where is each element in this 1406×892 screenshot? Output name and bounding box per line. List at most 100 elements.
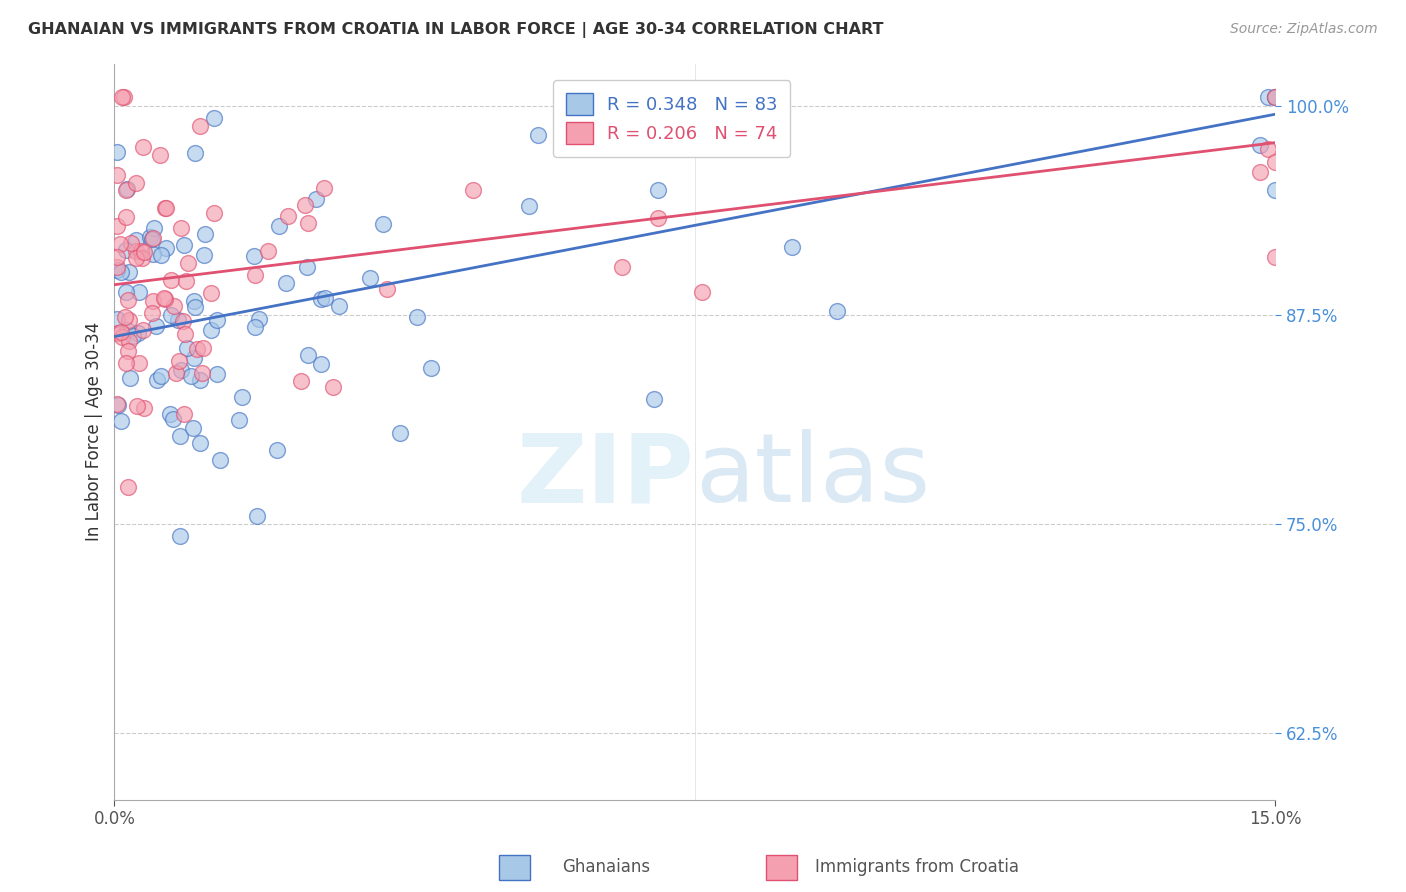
Point	[145, 318, 167, 333]
Point	[125, 176, 148, 190]
Point	[170, 220, 193, 235]
Point	[181, 421, 204, 435]
Point	[114, 310, 136, 325]
Point	[173, 407, 195, 421]
Point	[183, 293, 205, 308]
Point	[160, 273, 183, 287]
Point	[169, 429, 191, 443]
Point	[177, 256, 200, 270]
Point	[612, 260, 634, 274]
Point	[205, 367, 228, 381]
Point	[142, 231, 165, 245]
Point	[246, 509, 269, 524]
Point	[647, 211, 669, 225]
Point	[128, 356, 150, 370]
Point	[118, 371, 141, 385]
Point	[188, 119, 211, 133]
Point	[172, 313, 194, 327]
Point	[155, 201, 177, 215]
Point	[149, 147, 172, 161]
Point	[257, 244, 280, 258]
Text: Source: ZipAtlas.com: Source: ZipAtlas.com	[1230, 22, 1378, 37]
Point	[150, 369, 173, 384]
Point	[117, 265, 139, 279]
Point	[110, 414, 132, 428]
Point	[200, 323, 222, 337]
Text: atlas: atlas	[695, 429, 929, 523]
Point	[167, 312, 190, 326]
Point	[105, 219, 128, 233]
Point	[690, 285, 713, 299]
Point	[142, 247, 165, 261]
Point	[105, 260, 128, 274]
Point	[245, 320, 267, 334]
Point	[388, 426, 411, 441]
Point	[125, 233, 148, 247]
Point	[193, 248, 215, 262]
Point	[277, 209, 299, 223]
Point	[125, 244, 148, 258]
Point	[643, 392, 665, 406]
Point	[129, 244, 152, 258]
Point	[183, 351, 205, 366]
Point	[114, 90, 136, 104]
Point	[576, 90, 599, 104]
Point	[184, 146, 207, 161]
Point	[125, 251, 148, 265]
Point	[243, 268, 266, 282]
Point	[115, 356, 138, 370]
Point	[322, 379, 344, 393]
Point	[371, 217, 394, 231]
Point	[146, 373, 169, 387]
Point	[202, 206, 225, 220]
Point	[165, 366, 187, 380]
Point	[155, 241, 177, 255]
Point	[314, 181, 336, 195]
Text: Ghanaians: Ghanaians	[562, 858, 651, 876]
Point	[207, 313, 229, 327]
Point	[141, 306, 163, 320]
Point	[314, 291, 336, 305]
Point	[142, 221, 165, 235]
Point	[311, 357, 333, 371]
Point	[297, 348, 319, 362]
Point	[115, 183, 138, 197]
Point	[405, 310, 427, 324]
Point	[174, 326, 197, 341]
Point	[517, 199, 540, 213]
Point	[117, 293, 139, 307]
Point	[744, 116, 766, 130]
Point	[107, 326, 129, 341]
Point	[115, 322, 138, 336]
Point	[162, 412, 184, 426]
Point	[110, 265, 132, 279]
Point	[247, 312, 270, 326]
Point	[190, 366, 212, 380]
Point	[305, 192, 328, 206]
Point	[526, 128, 548, 143]
Point	[328, 299, 350, 313]
Point	[107, 398, 129, 412]
Point	[243, 249, 266, 263]
Point	[463, 183, 485, 197]
Point	[115, 244, 138, 258]
Point	[105, 168, 128, 182]
Point	[110, 326, 132, 340]
Point	[825, 303, 848, 318]
Point	[290, 374, 312, 388]
Point	[153, 292, 176, 306]
Point	[173, 238, 195, 252]
Point	[117, 313, 139, 327]
Point	[159, 407, 181, 421]
Point	[132, 401, 155, 416]
Point	[169, 529, 191, 543]
Point	[375, 281, 398, 295]
Point	[132, 140, 155, 154]
Text: GHANAIAN VS IMMIGRANTS FROM CROATIA IN LABOR FORCE | AGE 30-34 CORRELATION CHART: GHANAIAN VS IMMIGRANTS FROM CROATIA IN L…	[28, 22, 883, 38]
Point	[1249, 165, 1271, 179]
Point	[111, 90, 134, 104]
Point	[139, 229, 162, 244]
Point	[267, 219, 290, 233]
Point	[188, 435, 211, 450]
Point	[1264, 90, 1286, 104]
